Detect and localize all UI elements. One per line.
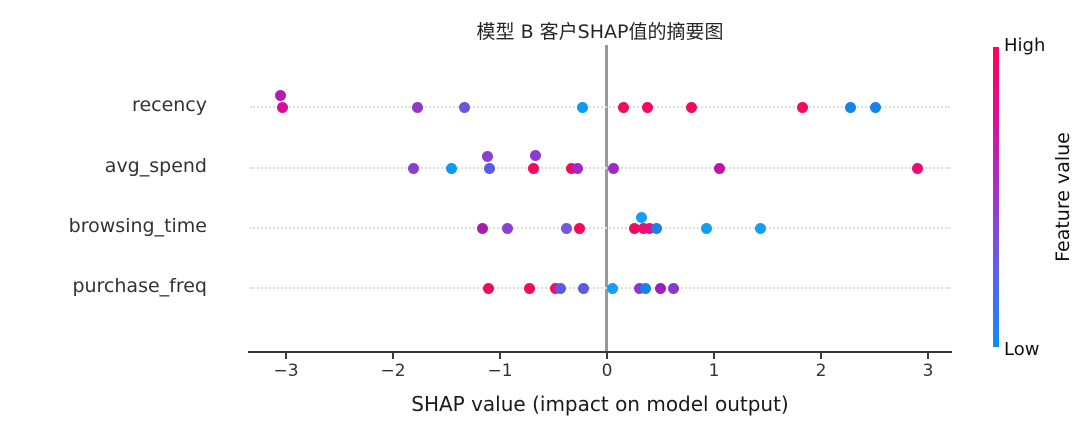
shap-point <box>577 282 589 294</box>
shap-point <box>576 101 588 113</box>
shap-point <box>606 282 618 294</box>
row-gridline <box>250 106 950 108</box>
shap-point <box>845 101 857 113</box>
shap-point <box>446 162 458 174</box>
shap-point <box>529 149 541 161</box>
shap-point <box>573 222 585 234</box>
tick-label: −2 <box>380 361 406 381</box>
colorbar <box>993 47 999 347</box>
shap-point <box>911 162 923 174</box>
shap-point <box>607 162 619 174</box>
shap-point <box>482 282 494 294</box>
shap-point <box>277 101 289 113</box>
shap-point <box>797 101 809 113</box>
shap-point <box>481 150 493 162</box>
shap-point <box>640 282 652 294</box>
shap-point <box>633 282 645 294</box>
shap-point <box>483 162 495 174</box>
colorbar-low-label: Low <box>1004 339 1040 360</box>
tick-mark <box>499 353 501 359</box>
shap-point <box>412 101 424 113</box>
shap-point <box>617 101 629 113</box>
zero-reference-line <box>605 45 608 352</box>
shap-point <box>459 101 471 113</box>
tick-mark <box>927 353 929 359</box>
shap-point <box>524 282 536 294</box>
shap-point <box>701 222 712 234</box>
shap-point <box>629 222 641 234</box>
shap-point <box>686 101 698 113</box>
shap-point <box>560 222 572 234</box>
row-gridline <box>250 287 950 289</box>
shap-point <box>501 222 513 234</box>
shap-point <box>754 222 766 234</box>
feature-label-browsing_time: browsing_time <box>68 215 207 237</box>
chart-title: 模型 B 客户SHAP值的摘要图 <box>476 21 724 43</box>
feature-label-avg_spend: avg_spend <box>104 155 207 177</box>
shap-point <box>713 162 725 174</box>
shap-point <box>527 162 539 174</box>
tick-label: 0 <box>601 361 613 381</box>
x-axis-title: SHAP value (impact on model output) <box>411 392 789 416</box>
tick-mark <box>285 353 287 359</box>
tick-label: −1 <box>487 361 513 381</box>
shap-point <box>571 162 583 174</box>
tick-label: 3 <box>922 361 934 381</box>
tick-label: 2 <box>815 361 827 381</box>
shap-point <box>650 222 662 234</box>
shap-point <box>637 222 649 234</box>
colorbar-high-label: High <box>1004 35 1046 56</box>
shap-point <box>642 101 654 113</box>
tick-label: −3 <box>273 361 299 381</box>
feature-label-purchase_freq: purchase_freq <box>72 275 207 297</box>
shap-point <box>667 282 679 294</box>
row-gridline <box>250 227 950 229</box>
x-axis-line <box>248 351 952 353</box>
shap-point <box>477 222 489 234</box>
shap-point <box>870 101 882 113</box>
shap-point <box>275 89 287 101</box>
shap-point <box>555 282 567 294</box>
feature-label-recency: recency <box>132 94 207 116</box>
tick-label: 1 <box>708 361 720 381</box>
tick-mark <box>820 353 822 359</box>
tick-mark <box>392 353 394 359</box>
tick-mark <box>606 353 608 359</box>
shap-point <box>635 211 647 223</box>
shap-point <box>407 162 419 174</box>
tick-mark <box>713 353 715 359</box>
shap-point <box>655 282 666 294</box>
colorbar-axis-label: Feature value <box>1052 132 1074 262</box>
row-gridline <box>250 167 950 169</box>
shap-point <box>644 222 656 234</box>
